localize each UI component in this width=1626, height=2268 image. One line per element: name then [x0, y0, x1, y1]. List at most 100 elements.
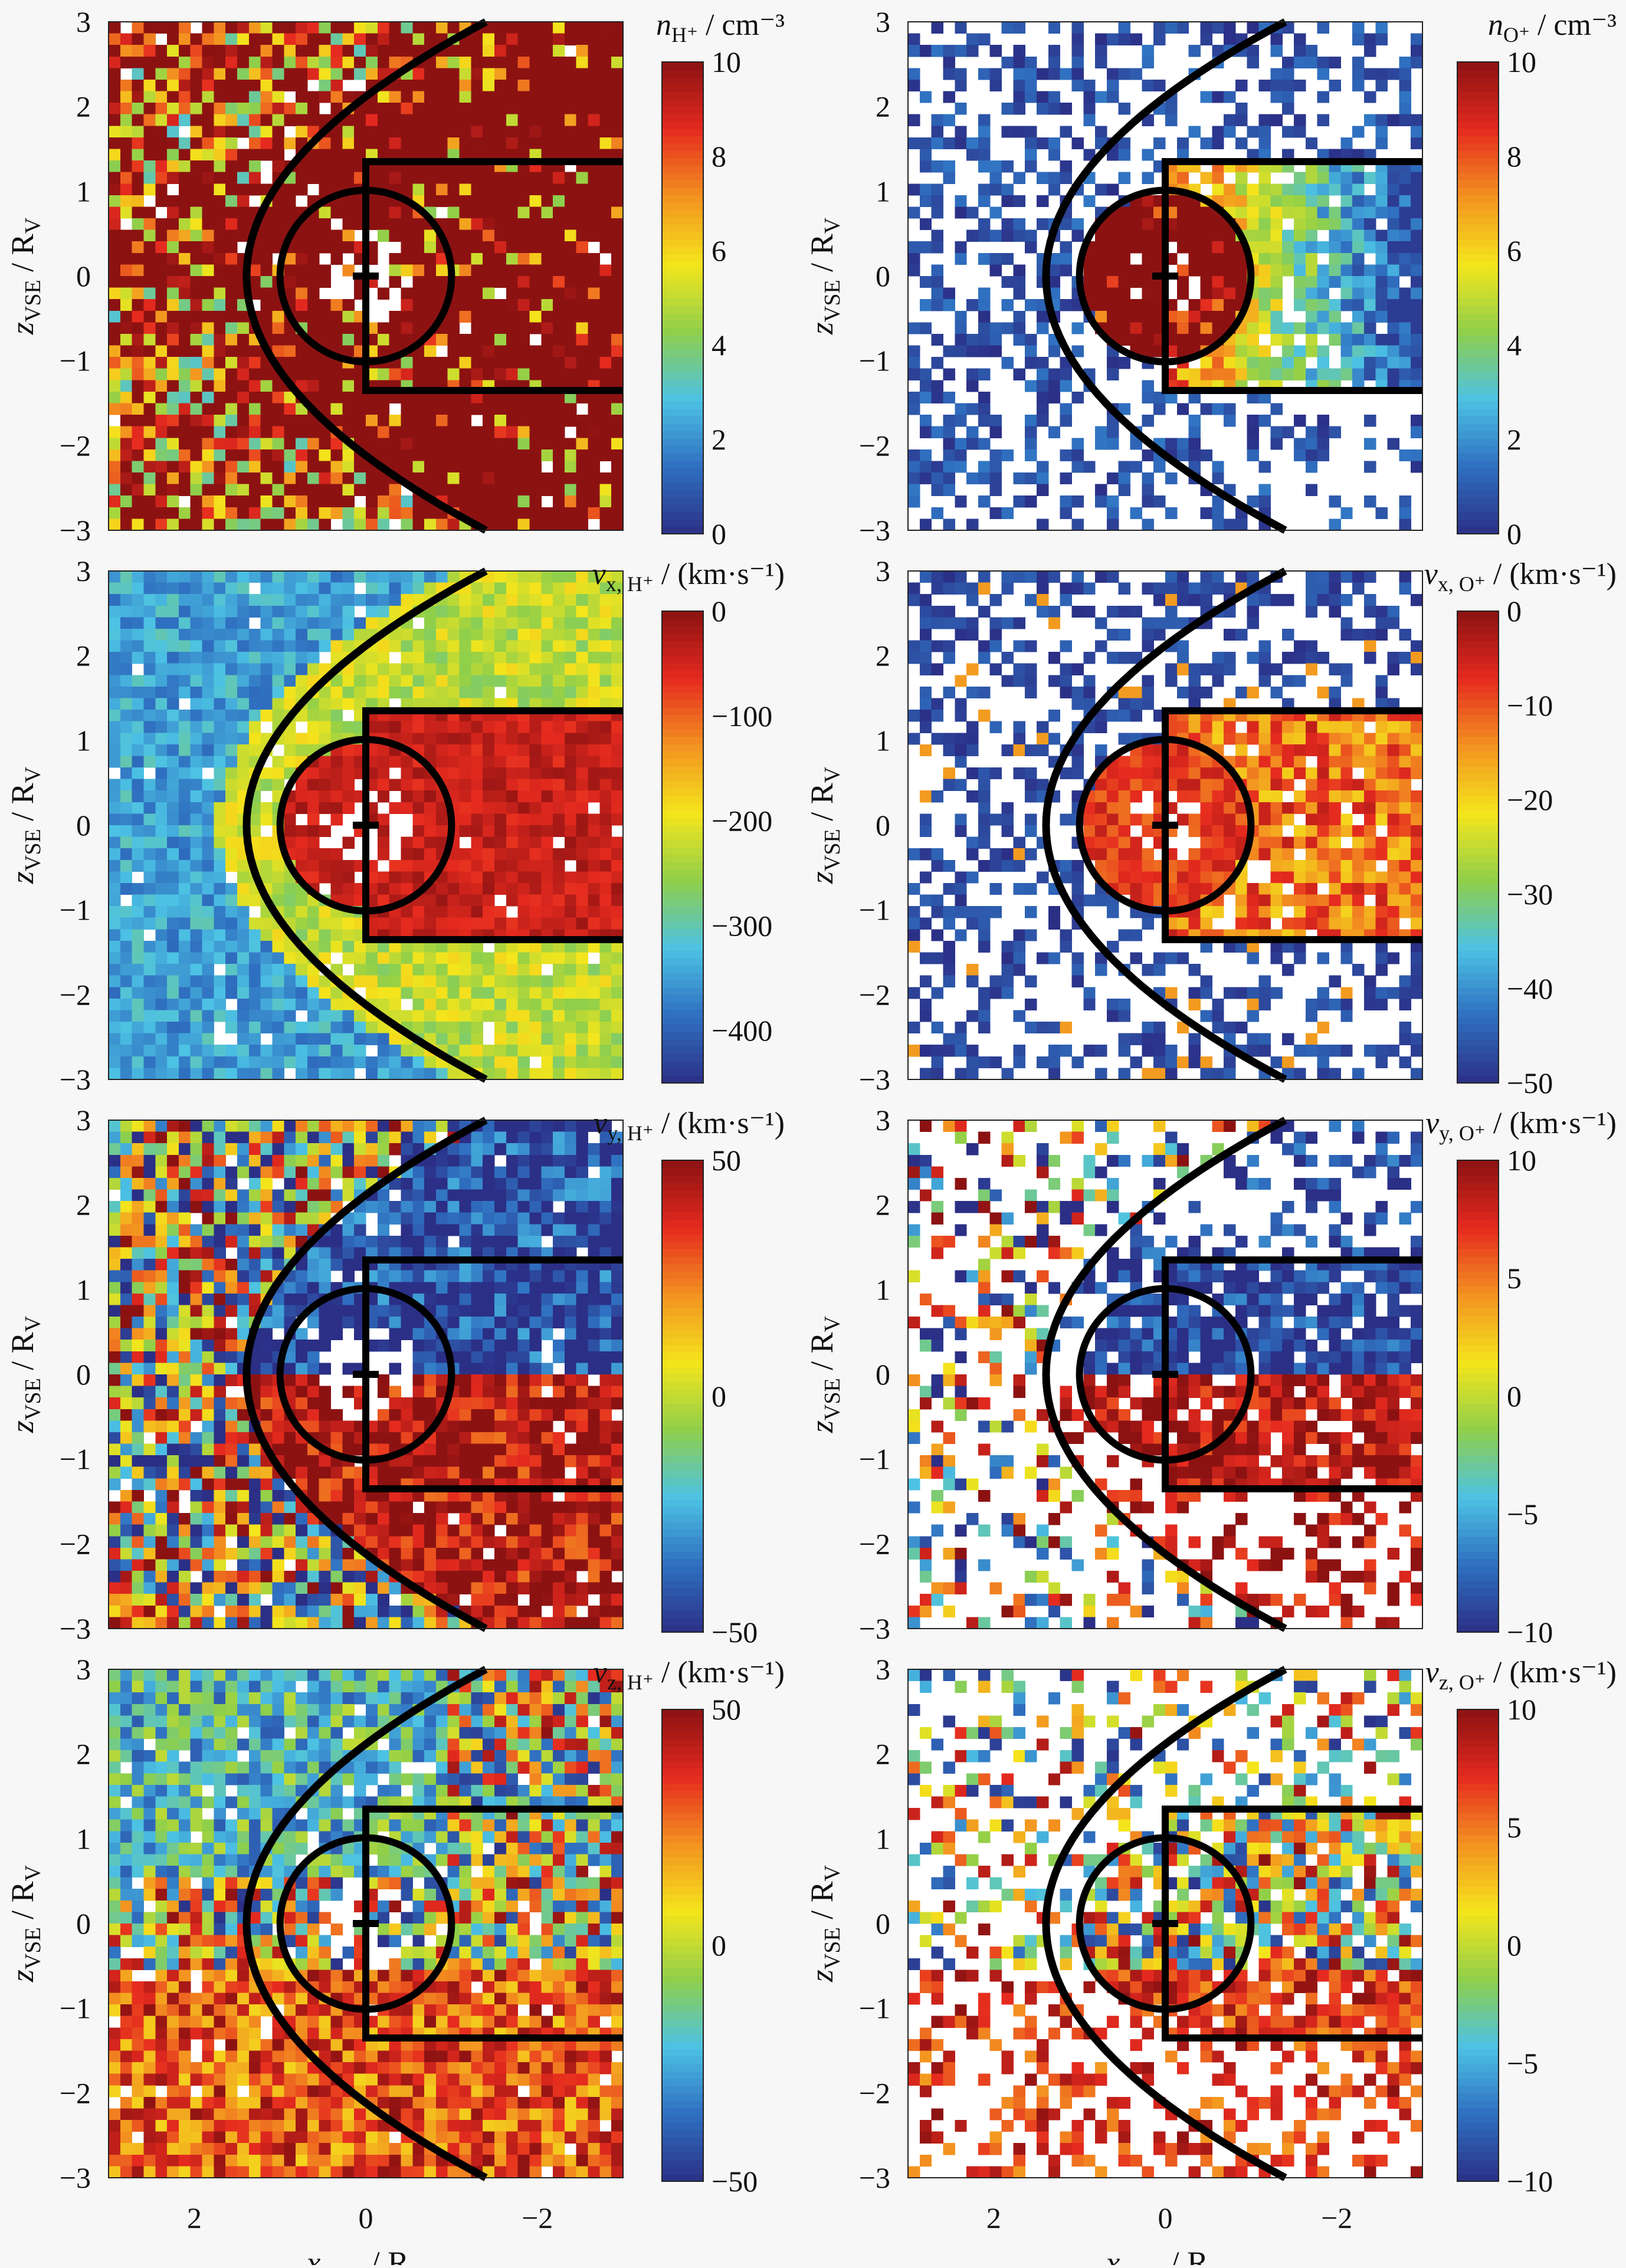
- heatmap-cell: [319, 218, 332, 231]
- heatmap-cell: [366, 45, 378, 57]
- heatmap-cell: [1106, 252, 1119, 265]
- heatmap-cell: [202, 825, 214, 838]
- heatmap-cell: [272, 472, 284, 485]
- colorbar-segment: [1457, 268, 1499, 277]
- heatmap-cell: [307, 91, 320, 103]
- heatmap-cell: [517, 987, 530, 999]
- heatmap-cell: [506, 299, 519, 311]
- heatmap-cell: [553, 940, 565, 953]
- heatmap-cell: [611, 744, 624, 757]
- heatmap-cell: [1387, 334, 1399, 346]
- heatmap-cell: [178, 1010, 191, 1022]
- heatmap-cell: [307, 594, 320, 606]
- heatmap-cell: [564, 103, 577, 115]
- heatmap-cell: [1387, 310, 1399, 323]
- heatmap-cell: [377, 518, 390, 531]
- heatmap-cell: [447, 218, 460, 231]
- heatmap-cell: [541, 183, 553, 196]
- heatmap-cell: [1387, 345, 1399, 357]
- heatmap-cell: [1352, 149, 1365, 161]
- heatmap-cell: [1013, 264, 1025, 277]
- heatmap-cell: [1153, 33, 1166, 45]
- heatmap-cell: [377, 825, 390, 838]
- heatmap-cell: [1071, 518, 1084, 531]
- heatmap-cell: [401, 518, 413, 531]
- heatmap-cell: [178, 461, 191, 473]
- heatmap-cell: [1060, 368, 1072, 380]
- heatmap-cell: [611, 698, 624, 710]
- heatmap-cell: [342, 756, 355, 768]
- colorbar-segment: [1457, 475, 1499, 483]
- heatmap-cell: [190, 160, 203, 173]
- heatmap-cell: [167, 779, 179, 791]
- heatmap-cell: [307, 790, 320, 803]
- heatmap-cell: [377, 56, 390, 68]
- heatmap-cell: [120, 183, 133, 196]
- heatmap-cell: [1305, 264, 1318, 277]
- heatmap-cell: [342, 1056, 355, 1068]
- heatmap-cell: [296, 518, 308, 531]
- heatmap-cell: [506, 126, 519, 138]
- heatmap-cell: [330, 813, 343, 826]
- heatmap-cell: [1071, 33, 1084, 45]
- heatmap-cell: [132, 22, 144, 34]
- heatmap-cell: [529, 733, 542, 745]
- heatmap-cell: [401, 287, 413, 300]
- heatmap-cell: [109, 241, 121, 254]
- heatmap-cell: [529, 426, 542, 438]
- heatmap-cell: [178, 56, 191, 68]
- heatmap-cell: [412, 218, 425, 231]
- heatmap-cell: [260, 767, 273, 780]
- heatmap-cell: [1001, 160, 1014, 173]
- heatmap-cell: [1083, 195, 1096, 208]
- heatmap-cell: [109, 617, 121, 629]
- heatmap-cell: [564, 357, 577, 369]
- heatmap-cell: [529, 767, 542, 780]
- heatmap-cell: [1282, 206, 1294, 219]
- heatmap-cell: [1118, 149, 1131, 161]
- heatmap-cell: [120, 582, 133, 595]
- heatmap-cell: [132, 33, 144, 45]
- heatmap-cell: [599, 403, 612, 415]
- heatmap-cell: [401, 426, 413, 438]
- heatmap-cell: [120, 767, 133, 780]
- heatmap-cell: [272, 640, 284, 652]
- heatmap-cell: [1060, 380, 1072, 392]
- heatmap-cell: [132, 790, 144, 803]
- heatmap-cell: [447, 1033, 460, 1045]
- heatmap-cell: [459, 987, 471, 999]
- heatmap-cell: [1013, 472, 1025, 485]
- heatmap-cell: [167, 698, 179, 710]
- heatmap-cell: [1399, 252, 1411, 265]
- heatmap-cell: [109, 334, 121, 346]
- heatmap-cell: [541, 126, 553, 138]
- heatmap-cell: [377, 617, 390, 629]
- heatmap-cell: [1247, 206, 1260, 219]
- heatmap-cell: [366, 426, 378, 438]
- heatmap-cell: [1025, 357, 1037, 369]
- heatmap-cell: [155, 929, 168, 941]
- heatmap-cell: [611, 987, 624, 999]
- heatmap-cell: [1048, 391, 1061, 404]
- heatmap-cell: [447, 56, 460, 68]
- heatmap-cell: [412, 571, 425, 583]
- heatmap-cell: [143, 871, 156, 884]
- heatmap-cell: [424, 640, 437, 652]
- heatmap-cell: [178, 894, 191, 907]
- heatmap-cell: [109, 264, 121, 277]
- heatmap-cell: [1258, 415, 1271, 427]
- heatmap-cell: [1212, 218, 1224, 231]
- heatmap-cell: [1305, 252, 1318, 265]
- heatmap-cell: [389, 391, 401, 404]
- heatmap-cell: [553, 883, 565, 895]
- heatmap-cell: [109, 206, 121, 219]
- heatmap-cell: [471, 813, 483, 826]
- heatmap-cell: [202, 848, 214, 861]
- heatmap-cell: [284, 137, 296, 150]
- heatmap-cell: [1224, 310, 1236, 323]
- heatmap-cell: [1060, 172, 1072, 184]
- heatmap-cell: [412, 686, 425, 699]
- heatmap-cell: [506, 114, 519, 126]
- heatmap-cell: [459, 756, 471, 768]
- colorbar-segment: [1457, 202, 1499, 210]
